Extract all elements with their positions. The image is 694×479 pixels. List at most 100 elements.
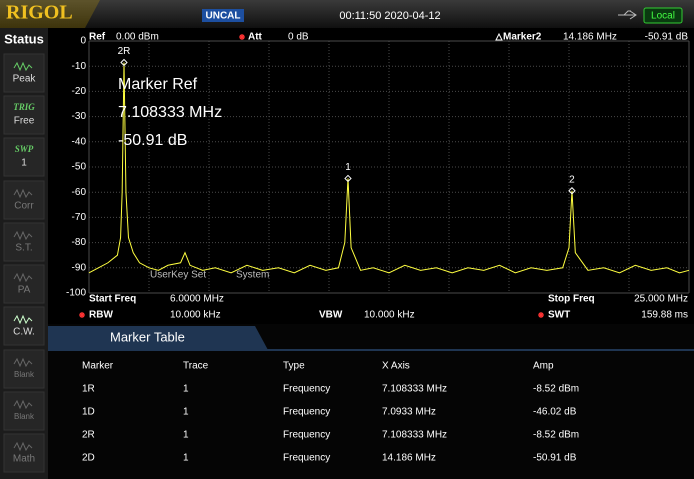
marker bbox=[120, 58, 128, 67]
status-icon bbox=[13, 188, 33, 199]
mode-badge bbox=[643, 7, 683, 24]
table-cell: 7.108333 MHz bbox=[382, 430, 447, 441]
marker-label: Marker2 bbox=[503, 32, 542, 43]
y-tick-label: -70 bbox=[72, 212, 87, 223]
table-cell: 2D bbox=[82, 453, 95, 464]
usb-icon bbox=[618, 10, 637, 20]
status-item-label: Math bbox=[13, 454, 35, 465]
y-tick-label: -60 bbox=[72, 187, 87, 198]
marker bbox=[344, 174, 352, 183]
y-tick-label: -30 bbox=[72, 111, 87, 122]
swt-value: 159.88 ms bbox=[641, 310, 688, 321]
y-tick-label: -40 bbox=[72, 136, 87, 147]
table-cell: -50.91 dB bbox=[533, 453, 577, 464]
table-cell: 1 bbox=[183, 407, 189, 418]
table-cell: -46.02 dB bbox=[533, 407, 577, 418]
y-tick-label: 0 bbox=[80, 36, 86, 47]
att-value: 0 dB bbox=[288, 32, 309, 43]
swt-label: SWT bbox=[548, 310, 570, 321]
status-item-label: 1 bbox=[21, 158, 27, 169]
start-value: 6.0000 MHz bbox=[170, 294, 224, 305]
table-header: Type bbox=[283, 361, 305, 372]
status-item bbox=[3, 349, 45, 389]
asterisk bbox=[239, 34, 245, 40]
status-item-label: C.W. bbox=[13, 327, 35, 338]
table-cell: 2R bbox=[82, 430, 95, 441]
status-icon bbox=[13, 61, 33, 72]
vbw-value: 10.000 kHz bbox=[364, 310, 415, 321]
status-badge bbox=[202, 9, 244, 22]
status-item-label: Free bbox=[14, 116, 35, 127]
table-cell: 1 bbox=[183, 384, 189, 395]
status-item-title: SWP bbox=[15, 144, 34, 154]
marker-label: 1 bbox=[345, 162, 351, 173]
annotation: 7.108333 MHz bbox=[118, 104, 222, 121]
table-header: Trace bbox=[183, 361, 209, 372]
status-icon bbox=[13, 230, 33, 241]
status-icon bbox=[13, 272, 33, 283]
status-item-title: TRIG bbox=[13, 102, 35, 112]
table-cell: 7.108333 MHz bbox=[382, 384, 447, 395]
overlay-menu: UserKey Set bbox=[150, 270, 206, 281]
ref-label: Ref bbox=[89, 32, 106, 43]
overlay-menu: System bbox=[236, 270, 269, 281]
header-bar bbox=[0, 0, 694, 28]
status-item-label: PA bbox=[18, 285, 31, 296]
marker-freq: 14.186 MHz bbox=[563, 32, 617, 43]
y-tick-label: -10 bbox=[72, 61, 87, 72]
brand-bg bbox=[0, 0, 100, 28]
annotation: -50.91 dB bbox=[118, 132, 187, 149]
status-item bbox=[3, 391, 45, 431]
status-icon bbox=[13, 357, 33, 368]
status-item-label: Corr bbox=[14, 201, 34, 212]
chart-panel bbox=[48, 28, 694, 324]
sidebar-title: Status bbox=[4, 31, 44, 46]
table-cell: 1D bbox=[82, 407, 95, 418]
status-item bbox=[3, 222, 45, 262]
delta-icon bbox=[495, 32, 503, 41]
rbw-value: 10.000 kHz bbox=[170, 310, 221, 321]
status-icon bbox=[13, 399, 33, 410]
table-cell: 1 bbox=[183, 453, 189, 464]
status-icon bbox=[13, 314, 33, 325]
status-item bbox=[3, 180, 45, 220]
status-item bbox=[3, 264, 45, 304]
y-tick-label: -90 bbox=[72, 262, 87, 273]
y-tick-label: -20 bbox=[72, 86, 87, 97]
y-tick-label: -50 bbox=[72, 162, 87, 173]
table-header: X Axis bbox=[382, 361, 410, 372]
table-cell: 1R bbox=[82, 384, 95, 395]
ref-value: 0.00 dBm bbox=[116, 32, 159, 43]
table-cell: Frequency bbox=[283, 430, 330, 441]
mode: Local bbox=[651, 11, 675, 22]
att-label: Att bbox=[248, 32, 263, 43]
table-tab bbox=[48, 326, 268, 350]
table-cell: Frequency bbox=[283, 384, 330, 395]
stop-value: 25.000 MHz bbox=[634, 294, 688, 305]
status-icon bbox=[13, 441, 33, 452]
start-label: Start Freq bbox=[89, 294, 136, 305]
status-item-label: Blank bbox=[14, 370, 35, 379]
table-cell: Frequency bbox=[283, 453, 330, 464]
brand: RIGOL bbox=[6, 2, 73, 24]
stop-label: Stop Freq bbox=[548, 294, 595, 305]
status-item-label: Blank bbox=[14, 412, 35, 421]
marker bbox=[568, 187, 576, 195]
rbw-label: RBW bbox=[89, 310, 113, 321]
table-cell: -8.52 dBm bbox=[533, 430, 579, 441]
table-title: Marker Table bbox=[110, 329, 185, 344]
table-cell: 1 bbox=[183, 430, 189, 441]
asterisk bbox=[79, 312, 85, 318]
status-item bbox=[3, 95, 45, 135]
asterisk bbox=[538, 312, 544, 318]
annotation: Marker Ref bbox=[118, 76, 198, 93]
datetime: 00:11:50 2020-04-12 bbox=[339, 10, 440, 22]
status-item bbox=[3, 137, 45, 177]
table-cell: Frequency bbox=[283, 407, 330, 418]
marker-label: 2R bbox=[118, 46, 131, 57]
y-tick-label: -80 bbox=[72, 237, 87, 248]
status-item-label: S.T. bbox=[15, 243, 32, 254]
table-cell: 14.186 MHz bbox=[382, 453, 436, 464]
